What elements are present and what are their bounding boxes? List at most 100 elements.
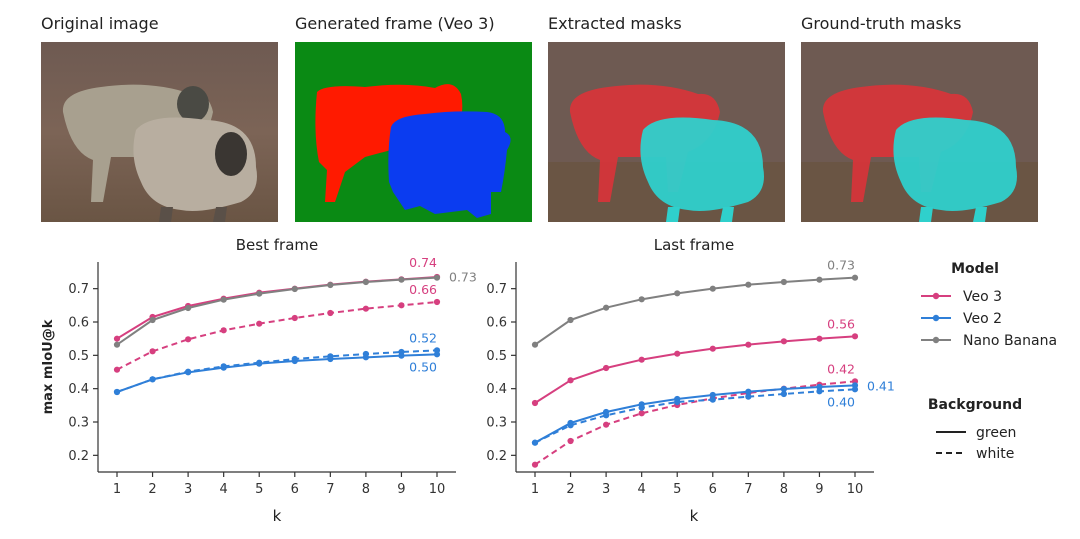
x-tick-label: 10	[429, 482, 446, 497]
x-tick-label: 9	[815, 482, 823, 497]
x-tick-label: 2	[566, 482, 574, 497]
data-point	[531, 341, 539, 348]
data-point	[780, 338, 787, 345]
data-point	[185, 304, 192, 312]
end-value-label: 0.56	[827, 316, 855, 331]
x-tick-label: 8	[362, 482, 370, 497]
x-tick-label: 7	[744, 482, 752, 497]
data-point	[816, 335, 823, 342]
chart-last-frame: Last frame k 0.2 0.3 0.4 0.5 0.6 0.7 1 2 3 4 5 6 7 8 9…	[486, 236, 895, 525]
y-tick-label: 0.6	[68, 316, 89, 331]
end-value-label: 0.66	[409, 282, 437, 297]
x-tick-label: 5	[255, 482, 263, 497]
y-tick-label: 0.3	[68, 416, 89, 431]
data-point	[185, 368, 192, 375]
data-point	[816, 383, 823, 391]
data-point	[745, 393, 752, 400]
x-tick-label: 7	[326, 482, 334, 497]
x-tick-label: 6	[291, 482, 299, 497]
data-point	[185, 336, 192, 343]
data-point	[113, 388, 121, 396]
data-point	[638, 404, 645, 411]
caption-extracted-masks: Extracted masks	[548, 14, 682, 33]
chart-title-best-frame: Best frame	[236, 236, 318, 254]
caption-ground-truth-masks: Ground-truth masks	[801, 14, 962, 33]
legend-label-veo2: Veo 2	[963, 311, 1002, 327]
data-point	[220, 296, 227, 303]
data-point	[531, 439, 539, 446]
chart-best-frame: Best frame max mIoU@k k 0.2 0.3 0.4 0.5 0.6 0…	[41, 236, 477, 525]
end-value-label: 0.42	[827, 361, 855, 376]
data-point	[220, 327, 227, 334]
y-tick-label: 0.4	[68, 382, 89, 397]
series-veo-3-white	[113, 298, 441, 373]
data-point	[531, 399, 539, 407]
series-line	[116, 349, 438, 393]
series-line	[534, 276, 856, 346]
data-point	[816, 276, 823, 283]
x-tick-label: 4	[220, 482, 228, 497]
end-value-label: 0.40	[827, 394, 855, 409]
series-line	[116, 276, 438, 346]
data-point	[149, 376, 156, 383]
data-point	[256, 359, 263, 366]
series-veo-3-green	[531, 333, 859, 407]
x-axis-label: k	[273, 507, 282, 525]
y-tick-label: 0.6	[486, 316, 507, 331]
x-tick-label: 3	[184, 482, 192, 497]
data-point	[362, 278, 369, 286]
series-line	[534, 335, 856, 404]
data-point	[327, 353, 334, 360]
data-point	[256, 290, 263, 297]
data-point	[149, 348, 156, 355]
end-value-label: 0.73	[449, 270, 477, 285]
data-point	[567, 316, 574, 324]
data-point	[567, 437, 574, 445]
y-tick-label: 0.5	[68, 349, 89, 364]
series-line	[116, 276, 438, 340]
x-tick-label: 9	[397, 482, 405, 497]
data-point	[291, 285, 298, 293]
data-point	[327, 281, 334, 289]
legend-item-green: green	[936, 425, 1016, 441]
x-tick-label: 5	[673, 482, 681, 497]
data-point	[709, 391, 716, 399]
x-tick-label: 1	[531, 482, 539, 497]
legend-item-veo3: Veo 3	[921, 289, 1002, 305]
legend-item-white: white	[936, 446, 1014, 462]
data-point	[603, 412, 610, 419]
data-point	[851, 274, 859, 281]
series-veo-2-green	[113, 351, 441, 396]
legend-title-model: Model	[951, 261, 999, 277]
end-value-label: 0.74	[409, 255, 437, 270]
x-tick-label: 8	[780, 482, 788, 497]
data-point	[567, 377, 574, 384]
data-point	[638, 296, 645, 303]
data-point	[780, 278, 787, 286]
legend-title-background: Background	[928, 397, 1022, 413]
end-value-label: 0.50	[409, 359, 437, 374]
data-point	[709, 396, 716, 403]
original-image	[41, 42, 278, 222]
data-point	[433, 298, 441, 306]
x-axis-label: k	[690, 507, 699, 525]
data-point	[816, 388, 823, 395]
series-line	[534, 388, 856, 444]
x-tick-label: 3	[602, 482, 610, 497]
data-point	[113, 335, 121, 342]
data-point	[398, 348, 405, 356]
data-point	[709, 285, 716, 292]
data-point	[780, 390, 787, 398]
legend-marker-nano-banana	[932, 336, 940, 344]
data-point	[851, 333, 859, 340]
y-tick-label: 0.2	[486, 449, 507, 464]
data-point	[603, 304, 610, 311]
series-veo-2-white	[113, 347, 441, 396]
legend-label-green: green	[976, 425, 1016, 441]
y-axis-label: max mIoU@k	[41, 319, 56, 414]
data-point	[638, 356, 645, 363]
data-point	[745, 341, 752, 348]
data-point	[567, 422, 574, 429]
data-point	[433, 347, 441, 354]
end-value-label: 0.41	[867, 378, 895, 393]
